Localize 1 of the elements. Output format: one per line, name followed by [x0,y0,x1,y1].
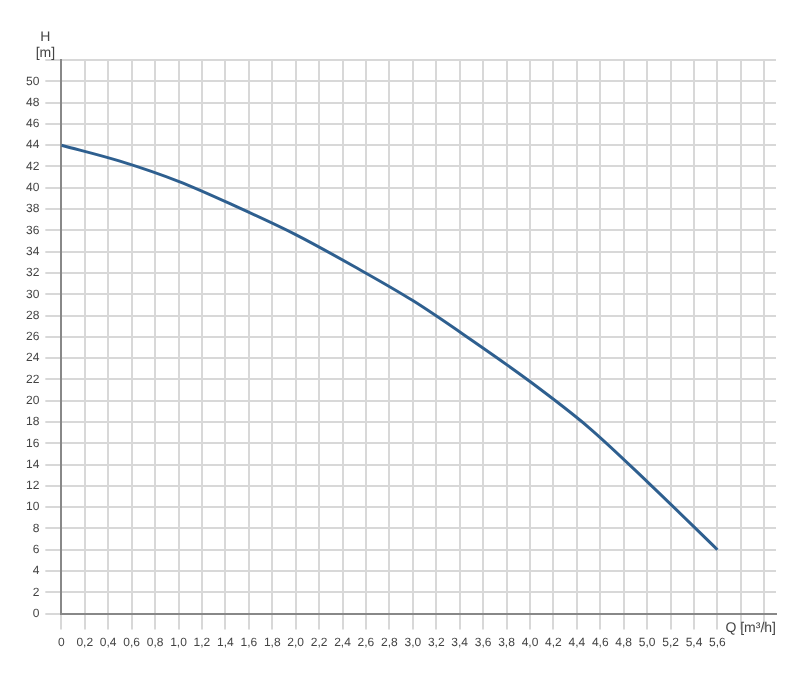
line-series [61,143,719,552]
